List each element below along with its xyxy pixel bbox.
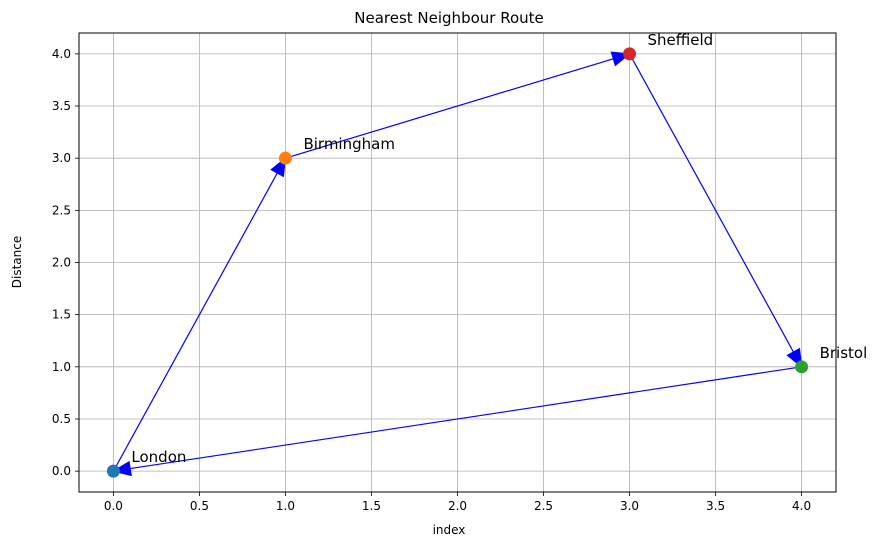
x-tick-label: 2.5: [534, 499, 553, 513]
data-points: [106, 47, 809, 478]
x-tick-label: 4.0: [792, 499, 811, 513]
y-tick-label: 1.5: [52, 308, 71, 322]
x-tick-label: 2.0: [448, 499, 467, 513]
chart-title: Nearest Neighbour Route: [354, 9, 544, 27]
point-label: London: [131, 448, 186, 466]
y-axis-label: Distance: [10, 236, 24, 288]
y-tick-label: 0.5: [52, 412, 71, 426]
data-point: [106, 464, 120, 478]
x-axis-label: index: [433, 523, 466, 537]
y-tick-label: 0.0: [52, 464, 71, 478]
x-tick-label: 0.5: [190, 499, 209, 513]
x-tick-label: 0.0: [104, 499, 123, 513]
grid: [79, 33, 836, 492]
y-tick-label: 2.5: [52, 203, 71, 217]
x-tick-label: 1.0: [276, 499, 295, 513]
y-tick-label: 4.0: [52, 47, 71, 61]
point-labels: London Birmingham Bristol Sheffield: [131, 31, 867, 466]
point-label: Bristol: [820, 344, 868, 362]
y-tick-label: 3.5: [52, 99, 71, 113]
point-label: Birmingham: [303, 135, 394, 153]
y-tick-label: 2.0: [52, 256, 71, 270]
x-tick-label: 1.5: [362, 499, 381, 513]
y-tick-label: 1.0: [52, 360, 71, 374]
data-point: [278, 151, 292, 165]
y-tick-label: 3.0: [52, 151, 71, 165]
point-label: Sheffield: [648, 31, 714, 49]
data-point: [795, 360, 809, 374]
x-tick-label: 3.0: [620, 499, 639, 513]
x-tick-label: 3.5: [706, 499, 725, 513]
x-axis-ticks: 0.0 0.5 1.0 1.5 2.0 2.5 3.0 3.5 4.0: [104, 492, 811, 513]
data-point: [623, 47, 637, 61]
y-axis-ticks: 0.0 0.5 1.0 1.5 2.0 2.5 3.0 3.5 4.0: [52, 47, 79, 478]
